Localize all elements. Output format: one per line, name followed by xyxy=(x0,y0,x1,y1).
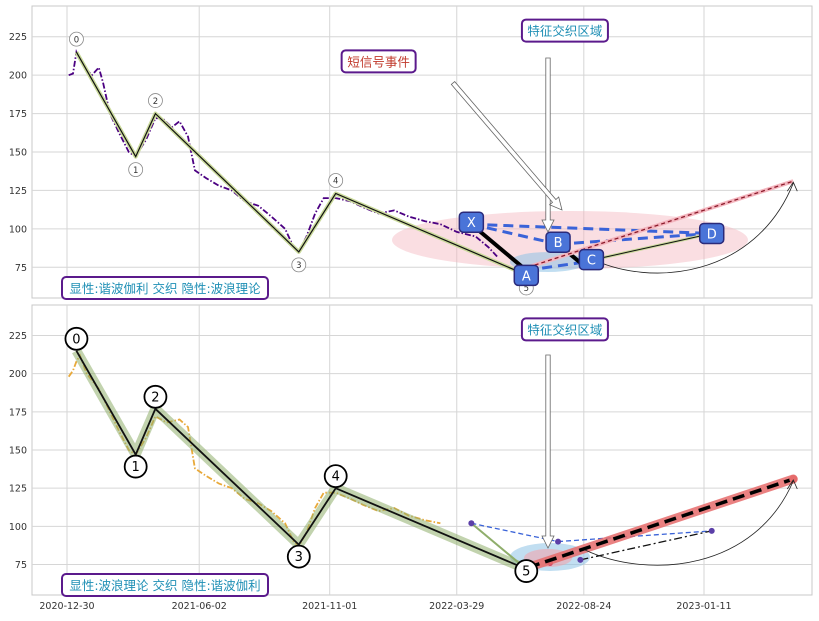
projection-curve xyxy=(584,480,794,566)
footer-label-text: 显性:波浪理论 交织 隐性:谐波伽利 xyxy=(69,578,260,593)
pattern-point-box xyxy=(458,211,485,233)
annotation-box xyxy=(520,317,609,342)
annotation-box xyxy=(340,49,417,74)
signal-annotation-label: 短信号事件 xyxy=(347,54,410,69)
wave-label-circle xyxy=(128,162,144,178)
wave-label-circle xyxy=(148,93,163,108)
wave-label-circle xyxy=(64,326,89,351)
pattern-point-dot xyxy=(708,527,715,534)
wave-label-circle xyxy=(286,544,311,569)
y-tick-label: 200 xyxy=(9,369,27,380)
projection-end-dot xyxy=(789,475,798,483)
wave-label-circle xyxy=(123,454,148,479)
wave-label-text: 4 xyxy=(332,470,340,485)
wave-label-circle xyxy=(323,464,348,489)
pattern-point-label: X xyxy=(467,216,476,231)
wave-label-circle xyxy=(328,173,344,188)
projection-curve-arrowhead xyxy=(786,181,798,192)
y-tick-label: 125 xyxy=(9,484,27,495)
wave-label-text: 2 xyxy=(151,390,159,405)
pattern-point-box xyxy=(513,264,540,287)
footer-label-box xyxy=(61,573,269,597)
y-tick-label: 75 xyxy=(15,560,27,571)
projection-curve xyxy=(589,183,794,274)
x-tick-label: 2021-11-01 xyxy=(302,601,357,612)
y-tick-label: 125 xyxy=(9,186,27,197)
wave-label-text: 2 xyxy=(153,97,158,107)
projection-line xyxy=(527,477,794,570)
projection-line xyxy=(527,180,794,268)
wave-label-circle xyxy=(514,559,539,583)
pattern-point-box xyxy=(578,248,605,271)
projection-curve-arrowhead xyxy=(786,479,798,490)
y-tick-label: 75 xyxy=(15,263,27,274)
x-tick-label: 2022-03-29 xyxy=(429,601,484,612)
pattern-bd-line xyxy=(557,231,712,246)
pattern-point-label: D xyxy=(707,227,717,242)
pattern-point-box xyxy=(698,222,725,245)
footer-label-box xyxy=(61,276,269,300)
x-tick-label: 2021-06-02 xyxy=(172,601,227,612)
y-tick-label: 175 xyxy=(9,109,27,120)
wave-label-circle xyxy=(291,257,307,273)
annotation-box xyxy=(520,18,609,43)
top-chart-panel: 75 100 125 150 175 200 225 0 1 2 3 4 5 X A B C D 特征交织区域短信号… xyxy=(9,5,813,300)
zone-annotation-label: 特征交织区域 xyxy=(527,24,602,39)
wave-label-circle xyxy=(143,384,168,409)
wave-label-text: 1 xyxy=(132,460,140,475)
wave-label-text: 3 xyxy=(295,550,303,565)
wave-label-text: 1 xyxy=(133,166,138,176)
x-tick-label: 2023-01-11 xyxy=(676,601,731,612)
pattern-xd-line xyxy=(471,222,712,235)
y-tick-label: 200 xyxy=(9,71,27,82)
zone-annotation-label: 特征交织区域 xyxy=(527,322,602,337)
pattern-point-label: B xyxy=(554,236,563,251)
y-tick-label: 225 xyxy=(9,331,27,342)
pattern-bd-line xyxy=(558,530,712,543)
pattern-xa-line xyxy=(470,522,527,570)
pattern-point-box xyxy=(545,231,571,253)
wave-label-text: 4 xyxy=(333,177,338,187)
footer-label-text: 显性:谐波伽利 交织 隐性:波浪理论 xyxy=(69,281,261,296)
wave-path-line xyxy=(75,51,527,276)
wave-label-text: 0 xyxy=(72,332,80,347)
x-tick-label: 2022-08-24 xyxy=(556,601,611,612)
wave-path-line xyxy=(75,350,527,570)
zone-pointer-arrow xyxy=(541,57,555,233)
pattern-point-dot xyxy=(468,520,475,527)
wave-label-text: 3 xyxy=(296,261,301,271)
pattern-point-dot xyxy=(577,556,584,563)
y-tick-label: 150 xyxy=(9,148,27,159)
y-tick-label: 100 xyxy=(9,522,27,533)
y-tick-label: 100 xyxy=(9,224,27,235)
y-tick-label: 225 xyxy=(9,32,27,43)
x-tick-label: 2020-12-30 xyxy=(39,601,94,612)
wave-label-text: 5 xyxy=(524,284,529,294)
pattern-point-dot xyxy=(555,538,562,545)
pattern-point-label: C xyxy=(587,254,596,269)
pattern-point-label: A xyxy=(522,269,531,284)
zone-pointer-arrow xyxy=(541,354,555,549)
price-series-line xyxy=(68,48,498,258)
wave-label-text: 0 xyxy=(74,35,79,45)
pattern-cd-line xyxy=(580,530,712,561)
wave-label-circle xyxy=(69,31,84,47)
y-tick-label: 175 xyxy=(9,407,27,418)
wave-label-text: 5 xyxy=(522,565,530,580)
y-tick-label: 150 xyxy=(9,446,27,457)
signal-pointer-arrow xyxy=(450,81,563,211)
